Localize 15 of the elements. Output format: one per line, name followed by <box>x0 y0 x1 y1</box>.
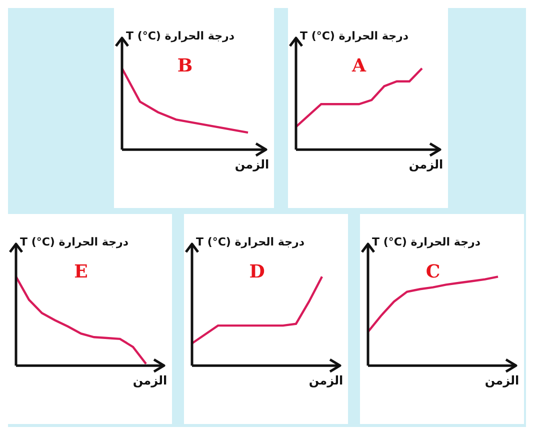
y-axis-title: T (°C) درجة الحرارة <box>196 235 305 248</box>
y-axis-title: T (°C) درجة الحرارة <box>372 235 481 248</box>
x-axis-title: الزمن <box>484 374 520 388</box>
x-axis-title: الزمن <box>234 158 270 172</box>
y-axis-title: T (°C) درجة الحرارة <box>300 29 409 42</box>
x-axis-title: الزمن <box>132 374 168 388</box>
chart-title: B <box>177 56 193 77</box>
chart-title: A <box>351 56 368 77</box>
y-axis-title: T (°C) درجة الحرارة <box>126 29 235 42</box>
chart-title: C <box>426 262 440 283</box>
chart-title: E <box>74 262 88 283</box>
x-axis-title: الزمن <box>408 158 444 172</box>
x-axis-title: الزمن <box>308 374 344 388</box>
y-axis-title: T (°C) درجة الحرارة <box>20 235 129 248</box>
chart-title: D <box>249 262 265 283</box>
